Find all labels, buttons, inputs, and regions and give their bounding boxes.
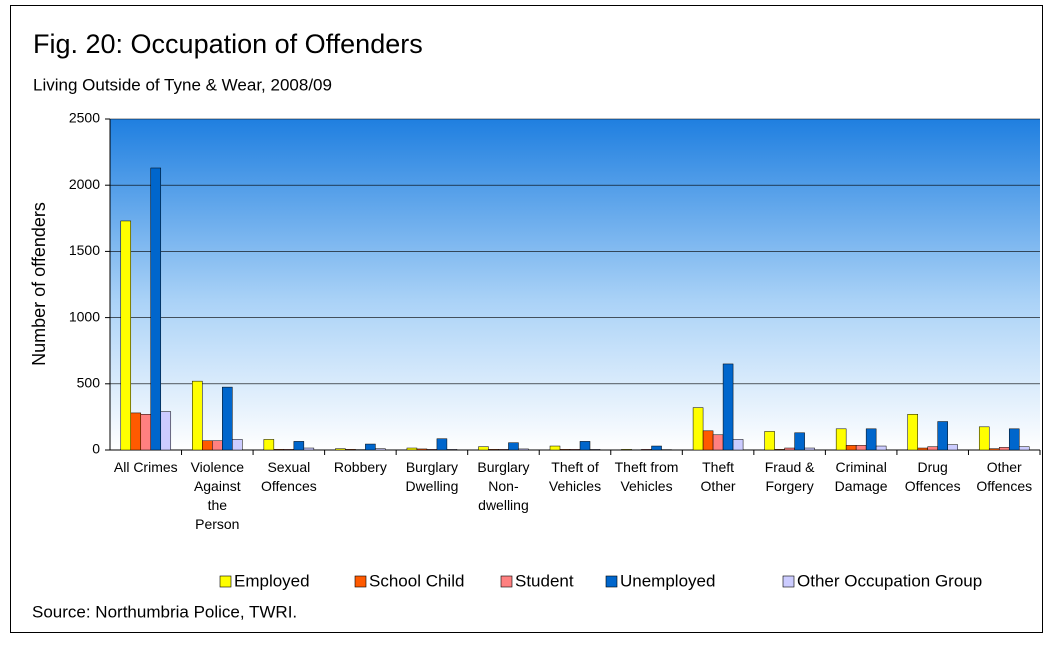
y-tick-label: 500 [77,375,101,391]
bar [508,442,519,451]
x-tick-label: Theft from Vehicles [614,459,679,494]
bar [937,421,948,451]
bar [774,449,785,451]
x-tick-label: Violence Against the Person [190,459,245,532]
bar [855,445,867,451]
y-axis-label: Number of offenders [29,202,49,366]
legend-label: Other Occupation Group [797,571,982,590]
bar [988,448,1000,451]
bar [293,441,305,451]
bar [978,426,990,451]
bar [641,449,652,451]
bar [865,428,877,451]
bar [426,449,438,451]
bar [202,440,213,451]
bar [263,439,275,451]
bar [416,448,428,451]
x-tick-label: Theft Other [700,459,736,494]
bar [365,443,376,451]
bar [549,445,561,451]
bar [651,445,662,451]
plot-area [110,119,1040,450]
bar [518,448,529,451]
x-tick-label: Sexual Offences [260,459,317,494]
bar [130,412,142,451]
bar [947,444,958,451]
x-tick-label: Drug Offences [904,459,961,494]
x-tick-label: All Crimes [113,459,178,475]
bar [692,407,704,451]
bar [589,449,601,451]
x-tick-label: Burglary Dwelling [405,459,459,494]
bar [345,449,356,451]
bar [273,449,285,451]
bar [303,447,315,451]
bar [375,448,386,451]
bar [1008,428,1020,451]
bar [907,414,918,451]
bar [232,439,243,451]
legend-swatch [782,575,795,588]
bar [192,380,203,451]
bar [212,440,223,451]
bar [722,363,734,451]
bar [845,445,857,451]
legend-swatch [354,575,367,588]
legend-label: Employed [234,571,310,590]
bar [835,428,847,451]
bar [120,220,132,451]
bar [446,449,458,451]
y-tick-label: 1000 [69,308,100,324]
bar [406,447,418,451]
legend-label: School Child [369,571,464,590]
bar [784,447,795,451]
bar [283,449,295,451]
x-tick-label: Robbery [333,459,387,475]
x-tick-label: Theft of Vehicles [548,459,602,494]
bar [579,441,591,451]
x-tick-label: Criminal Damage [834,459,888,494]
y-tick-label: 0 [92,441,100,457]
bar [998,447,1010,451]
bar [436,438,448,451]
bar [140,414,152,451]
bar [702,430,714,451]
chart-title: Fig. 20: Occupation of Offenders [33,29,423,59]
bar [927,446,938,451]
legend-swatch [500,575,513,588]
bar [569,449,581,451]
bar [222,386,233,451]
legend-swatch [219,575,232,588]
bar [712,434,724,451]
y-tick-label: 2000 [69,176,100,192]
bar [559,449,571,451]
x-tick-label: Burglary Non-dwelling [477,459,530,513]
y-tick-label: 2500 [69,110,100,126]
bar [335,448,346,451]
bar [794,432,805,451]
bar [150,167,162,451]
bar [488,449,499,451]
chart-subtitle: Living Outside of Tyne & Wear, 2008/09 [33,75,332,94]
bar [478,446,489,451]
legend-label: Unemployed [620,571,715,590]
bar [875,445,887,451]
x-tick-label: Other Offences [976,459,1033,494]
legend-swatch [605,575,618,588]
bar [764,431,775,451]
bar [498,449,509,451]
bar [160,411,172,451]
y-tick-label: 1500 [69,242,100,258]
bar [1018,446,1030,451]
legend-label: Student [515,571,574,590]
bar [621,449,632,451]
bar [804,447,815,451]
x-tick-label: Fraud & Forgery [764,459,815,494]
bar [917,447,928,451]
bar [732,439,744,451]
source: Source: Northumbria Police, TWRI. [32,602,297,621]
chart-frame [10,5,1043,633]
